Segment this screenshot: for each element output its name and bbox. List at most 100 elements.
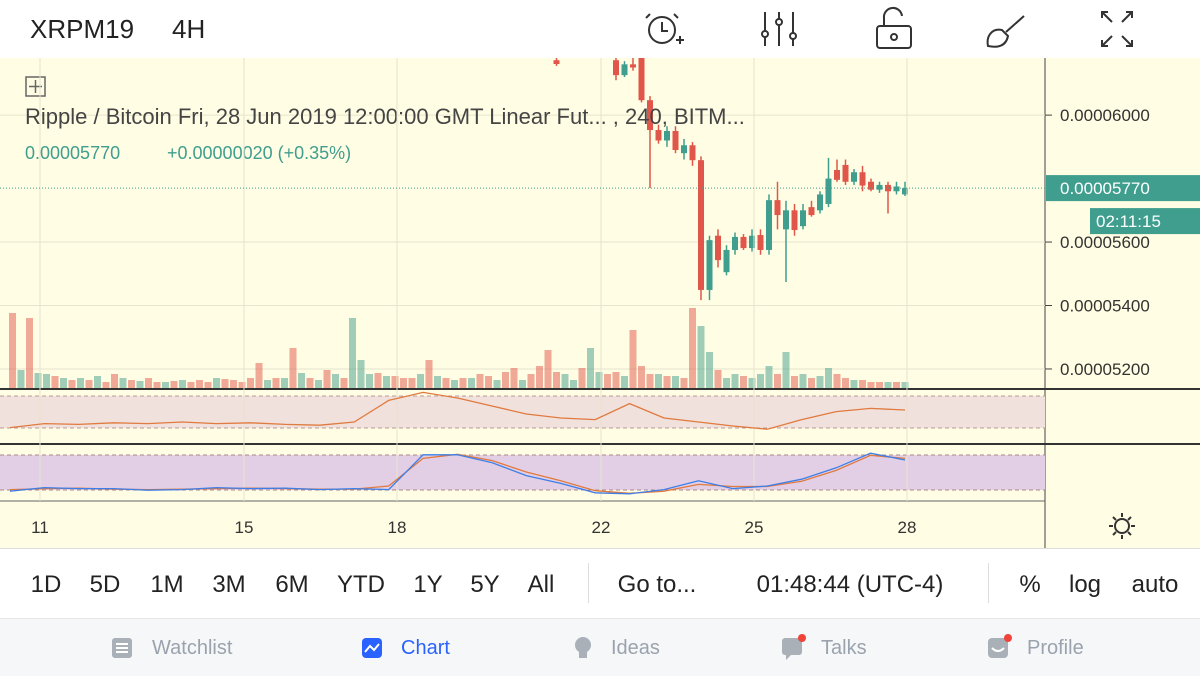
candle-body xyxy=(723,249,730,273)
volume-bar xyxy=(570,380,577,388)
volume-bar xyxy=(842,378,849,388)
volume-bar xyxy=(179,380,186,388)
volume-bar xyxy=(51,376,59,388)
range-button[interactable]: YTD xyxy=(337,571,385,598)
candle-body xyxy=(621,64,628,76)
tab[interactable]: Ideas xyxy=(611,637,660,659)
range-button[interactable]: 3M xyxy=(212,571,246,598)
goto-button[interactable]: Go to... xyxy=(617,571,697,598)
volume-bar xyxy=(893,382,900,388)
auto-button[interactable]: auto xyxy=(1131,571,1179,598)
volume-bar xyxy=(434,376,441,388)
chart[interactable]: Ripple / Bitcoin Fri, 28 Jun 2019 12:00:… xyxy=(0,0,1200,548)
talks-icon-tail xyxy=(786,655,791,660)
tab[interactable]: Watchlist xyxy=(152,637,233,659)
draw-icon[interactable] xyxy=(986,15,1025,48)
candle-body xyxy=(749,235,755,249)
indicators-icon[interactable] xyxy=(761,12,797,46)
volume-bar xyxy=(808,378,815,388)
legend-title: Ripple / Bitcoin Fri, 28 Jun 2019 12:00:… xyxy=(25,104,745,129)
x-tick-label: 28 xyxy=(898,518,917,537)
candle-body xyxy=(664,130,670,141)
volume-bar xyxy=(604,374,611,388)
volume-bar xyxy=(884,382,892,388)
volume-bar xyxy=(825,368,832,388)
volume-bar xyxy=(859,380,866,388)
range-button[interactable]: 5D xyxy=(89,571,121,598)
range-button[interactable]: All xyxy=(527,571,555,598)
volume-bar xyxy=(748,378,756,388)
symbol[interactable]: XRPM19 xyxy=(30,14,135,44)
interval[interactable]: 4H xyxy=(172,14,206,44)
candle-body xyxy=(800,210,806,227)
expand-button[interactable] xyxy=(25,76,46,97)
candle-body xyxy=(732,236,738,250)
volume-bar xyxy=(527,374,535,388)
volume-bar xyxy=(485,376,492,388)
volume-bar xyxy=(264,380,271,388)
range-button[interactable]: 1D xyxy=(30,571,62,598)
candle-body xyxy=(672,130,679,151)
percent-button[interactable]: % xyxy=(1019,571,1041,598)
candle-body xyxy=(638,58,645,101)
y-tick-label: 0.00005400 xyxy=(1060,297,1150,316)
tab[interactable]: Chart xyxy=(401,637,450,659)
volume-bar xyxy=(255,363,263,388)
ideas-icon xyxy=(575,637,591,653)
volume-bar xyxy=(332,374,339,388)
volume-bar xyxy=(400,378,407,388)
candle-body xyxy=(893,186,900,192)
profile-icon xyxy=(988,638,1008,658)
log-button[interactable]: log xyxy=(1068,571,1102,598)
candle-body xyxy=(715,235,721,261)
candle-body xyxy=(706,240,713,290)
settings-icon[interactable] xyxy=(1109,513,1135,539)
tab[interactable]: Profile xyxy=(1027,637,1084,659)
candle-body xyxy=(766,200,772,250)
volume-bar xyxy=(170,381,178,388)
volume-bar xyxy=(366,374,373,388)
volume-bar xyxy=(187,382,195,388)
candle-body xyxy=(630,64,636,68)
volume-bar xyxy=(544,350,552,388)
toolbar: 1D 5D 1M 3M 6M YTD 1Y 5Y All Go to... 01:48:44 (… xyxy=(0,548,1200,619)
range-button[interactable]: 1M xyxy=(150,571,184,598)
alert-icon[interactable] xyxy=(645,13,684,44)
volume-bar xyxy=(145,378,152,388)
volume-bar xyxy=(442,378,450,388)
talks-icon xyxy=(782,638,802,655)
tab-icons xyxy=(112,634,1012,660)
volume-bar xyxy=(799,374,807,388)
volume-bar xyxy=(281,378,288,388)
range-button[interactable]: 1Y xyxy=(413,571,443,598)
volume-bar xyxy=(621,376,628,388)
candle-body xyxy=(681,145,687,154)
volume-bar xyxy=(213,378,220,388)
volume-bar xyxy=(306,378,314,388)
chart-icon-line xyxy=(364,643,380,653)
candle-body xyxy=(851,172,857,182)
volume-bar xyxy=(162,382,169,388)
candle-body xyxy=(605,36,611,49)
volume-bar xyxy=(867,382,875,388)
volume-bar xyxy=(102,382,110,388)
y-tick-label: 0.00006000 xyxy=(1060,106,1150,125)
volume-bar xyxy=(247,378,254,388)
range-button[interactable]: 6M xyxy=(275,571,309,598)
range-button[interactable]: 5Y xyxy=(470,571,500,598)
volume-bar xyxy=(221,379,229,388)
volume-bar xyxy=(119,378,127,388)
tab[interactable]: Talks xyxy=(821,637,867,659)
volume-bar xyxy=(153,382,161,388)
volume-bar xyxy=(340,378,348,388)
volume-bar xyxy=(663,376,671,388)
clock[interactable]: 01:48:44 (UTC-4) xyxy=(756,571,944,598)
volume-bar xyxy=(34,373,42,388)
volume-bar xyxy=(774,374,781,388)
fullscreen-icon[interactable] xyxy=(1101,11,1133,47)
volume-bar xyxy=(408,378,416,388)
candle-body xyxy=(834,170,840,180)
volume-bar xyxy=(587,348,594,388)
x-tick-label: 11 xyxy=(31,518,49,537)
lock-icon[interactable] xyxy=(876,7,912,49)
